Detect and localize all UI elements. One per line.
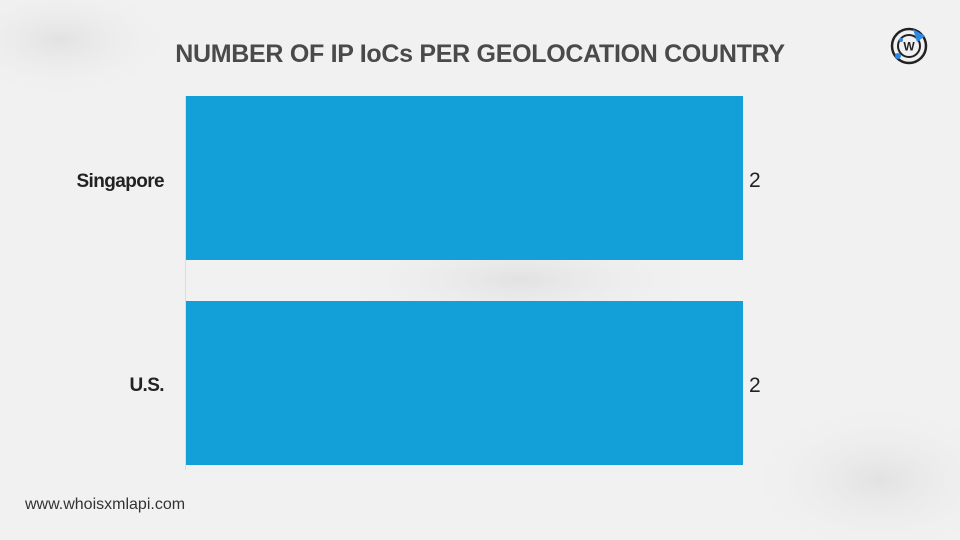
data-label-singapore: 2 xyxy=(749,169,761,192)
category-label-us: U.S. xyxy=(129,375,164,396)
category-label-singapore: Singapore xyxy=(76,171,164,192)
data-label-us: 2 xyxy=(749,374,761,397)
whoisxmlapi-logo-icon: W xyxy=(890,27,928,65)
chart-title: NUMBER OF IP IoCs PER GEOLOCATION COUNTR… xyxy=(175,40,785,68)
svg-text:W: W xyxy=(903,40,915,54)
footer-url: www.whoisxmlapi.com xyxy=(25,496,186,513)
bar-us xyxy=(186,301,743,465)
bar-singapore xyxy=(186,96,743,260)
